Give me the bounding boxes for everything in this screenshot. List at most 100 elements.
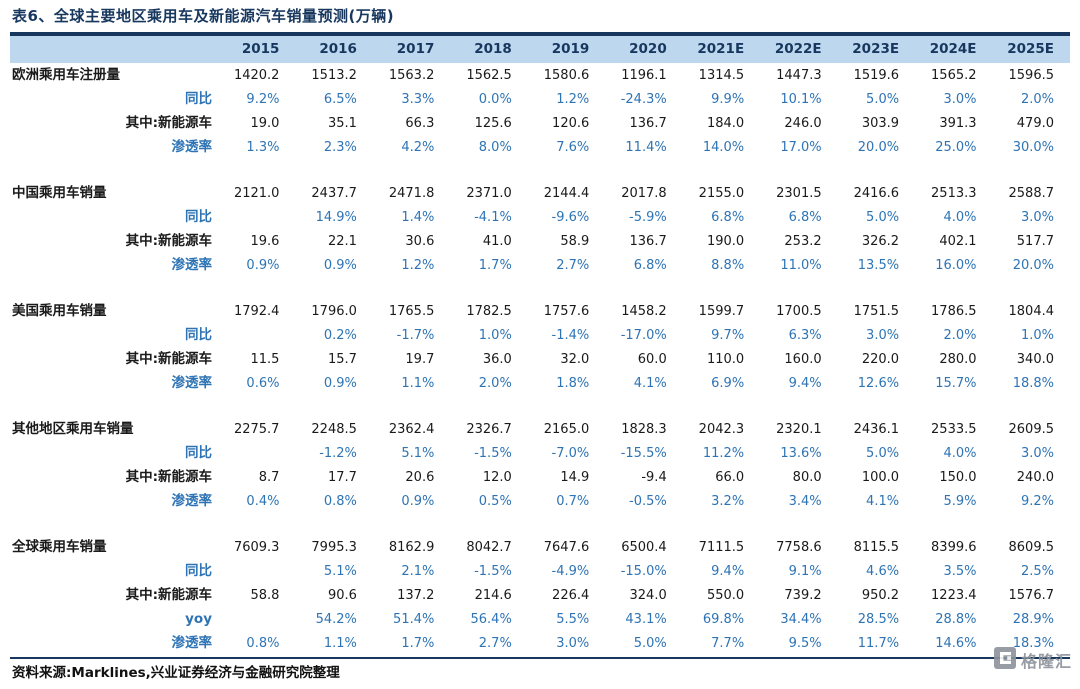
value-cell: 125.6 bbox=[474, 115, 512, 131]
value-cell: 14.6% bbox=[935, 635, 977, 651]
value-cell: 4.0% bbox=[943, 209, 977, 225]
value-cell: 246.0 bbox=[784, 115, 822, 131]
value-cell bbox=[218, 323, 295, 347]
value-cell: 12.6% bbox=[857, 375, 900, 391]
value-cell: 12.0 bbox=[482, 469, 512, 485]
value-cell: 7647.6 bbox=[543, 539, 590, 555]
value-cell: -1.5% bbox=[474, 445, 512, 461]
value-cell: 14.0% bbox=[702, 139, 745, 155]
value-cell: 32.0 bbox=[560, 351, 590, 367]
row-label: 渗透率 bbox=[171, 256, 213, 273]
value-cell: 2042.3 bbox=[698, 421, 745, 437]
year-column-header: 2022E bbox=[774, 41, 822, 57]
value-cell: 5.9% bbox=[943, 493, 977, 509]
value-cell: 9.2% bbox=[246, 91, 280, 107]
row-label: 同比 bbox=[185, 326, 212, 343]
value-cell: 0.4% bbox=[246, 493, 280, 509]
value-cell: 1.1% bbox=[323, 635, 357, 651]
value-cell: -9.4 bbox=[641, 469, 667, 485]
value-cell: -7.0% bbox=[551, 445, 590, 461]
value-cell: 8042.7 bbox=[466, 539, 512, 555]
value-cell: 2.0% bbox=[1020, 91, 1054, 107]
table-row: 欧洲乘用车注册量 1420.2 1513.2 1563.2 1562.5 1580.6 11… bbox=[10, 63, 1070, 87]
value-cell: 136.7 bbox=[629, 115, 667, 131]
table-row: 同比 9.2% 6.5% 3.3% 0.0% 1.2% -24.3% 9.9% 10.1% 5.0… bbox=[10, 87, 1070, 111]
row-label: 同比 bbox=[185, 90, 212, 107]
value-cell: 11.4% bbox=[625, 139, 667, 155]
row-label: 渗透率 bbox=[171, 374, 213, 391]
row-label: 全球乘用车销量 bbox=[12, 538, 107, 555]
value-cell: 41.0 bbox=[482, 233, 512, 249]
table-row: 其中:新能源车 19.0 35.1 66.3 125.6 120.6 136.7 184.0 2… bbox=[10, 111, 1070, 135]
year-column-header: 2016 bbox=[319, 41, 357, 57]
gelonghui-logo: 格隆汇 bbox=[993, 647, 1072, 673]
value-cell: 2436.1 bbox=[853, 421, 900, 437]
value-cell: 9.5% bbox=[788, 635, 822, 651]
value-cell: 324.0 bbox=[629, 587, 667, 603]
row-label: 渗透率 bbox=[171, 634, 213, 651]
value-cell: 2144.4 bbox=[543, 185, 590, 201]
value-cell: 35.1 bbox=[327, 115, 357, 131]
value-cell: 220.0 bbox=[861, 351, 900, 367]
value-cell: 6.8% bbox=[633, 257, 667, 273]
value-cell: 8609.5 bbox=[1008, 539, 1055, 555]
table-row: 渗透率 0.6% 0.9% 1.1% 2.0% 1.8% 4.1% 6.9% 9.4% 12.6%… bbox=[10, 371, 1070, 395]
value-cell: 7995.3 bbox=[311, 539, 357, 555]
group-spacer bbox=[10, 395, 1070, 417]
gelonghui-logo-text: 格隆汇 bbox=[1020, 652, 1072, 671]
table-row: 美国乘用车销量 1792.4 1796.0 1765.5 1782.5 1757.6 145… bbox=[10, 299, 1070, 323]
row-label: yoy bbox=[185, 610, 212, 627]
table-row: 渗透率 0.4% 0.8% 0.9% 0.5% 0.7% -0.5% 3.2% 3.4% 4.1%… bbox=[10, 489, 1070, 513]
value-cell: 8399.6 bbox=[931, 539, 977, 555]
value-cell: 517.7 bbox=[1016, 233, 1054, 249]
value-cell: -5.9% bbox=[629, 209, 667, 225]
value-cell: 5.5% bbox=[556, 611, 590, 627]
value-cell: 0.9% bbox=[246, 257, 280, 273]
value-cell: -1.4% bbox=[551, 327, 590, 343]
value-cell: 19.6 bbox=[250, 233, 280, 249]
value-cell: 0.5% bbox=[478, 493, 512, 509]
value-cell: 1420.2 bbox=[233, 67, 280, 83]
value-cell bbox=[218, 441, 295, 465]
row-label: 其中:新能源车 bbox=[125, 586, 212, 603]
value-cell: 20.0% bbox=[857, 139, 900, 155]
year-header-row: 2015 2016 2017 2018 2019 2020 2021E 2022E 2023E 2… bbox=[10, 34, 1070, 63]
value-cell: 56.4% bbox=[470, 611, 512, 627]
value-cell: 1804.4 bbox=[1008, 303, 1055, 319]
value-cell: 8.8% bbox=[711, 257, 745, 273]
value-cell: 5.0% bbox=[633, 635, 667, 651]
value-cell: 58.9 bbox=[560, 233, 590, 249]
value-cell: 7.6% bbox=[556, 139, 590, 155]
row-label: 渗透率 bbox=[171, 492, 213, 509]
value-cell: -4.9% bbox=[551, 563, 590, 579]
table-row: 其中:新能源车 11.5 15.7 19.7 36.0 32.0 60.0 110.0 160.… bbox=[10, 347, 1070, 371]
value-cell: 6.5% bbox=[323, 91, 357, 107]
value-cell: 2320.1 bbox=[776, 421, 822, 437]
value-cell: 4.2% bbox=[401, 139, 435, 155]
value-cell: 66.0 bbox=[715, 469, 745, 485]
value-cell: 2513.3 bbox=[931, 185, 977, 201]
value-cell: 2609.5 bbox=[1008, 421, 1055, 437]
value-cell: 5.0% bbox=[866, 209, 900, 225]
value-cell: 402.1 bbox=[939, 233, 977, 249]
value-cell: 1565.2 bbox=[931, 67, 977, 83]
value-cell: 100.0 bbox=[861, 469, 900, 485]
value-cell: 326.2 bbox=[861, 233, 900, 249]
value-cell: 240.0 bbox=[1016, 469, 1054, 485]
value-cell: 150.0 bbox=[939, 469, 977, 485]
value-cell: 28.9% bbox=[1012, 611, 1054, 627]
value-cell: 9.2% bbox=[1020, 493, 1054, 509]
row-label: 其中:新能源车 bbox=[125, 350, 212, 367]
value-cell: 8115.5 bbox=[853, 539, 900, 555]
value-cell: 2.0% bbox=[478, 375, 512, 391]
value-cell: 19.0 bbox=[250, 115, 280, 131]
table-row: 全球乘用车销量 7609.3 7995.3 8162.9 8042.7 7647.6 650… bbox=[10, 535, 1070, 559]
value-cell: 5.1% bbox=[323, 563, 357, 579]
value-cell: 1596.5 bbox=[1008, 67, 1055, 83]
value-cell: -15.5% bbox=[620, 445, 667, 461]
group-spacer bbox=[10, 277, 1070, 299]
value-cell: 3.4% bbox=[788, 493, 822, 509]
value-cell: 11.5 bbox=[250, 351, 280, 367]
value-cell: 1563.2 bbox=[388, 67, 435, 83]
value-cell: 1223.4 bbox=[931, 587, 977, 603]
